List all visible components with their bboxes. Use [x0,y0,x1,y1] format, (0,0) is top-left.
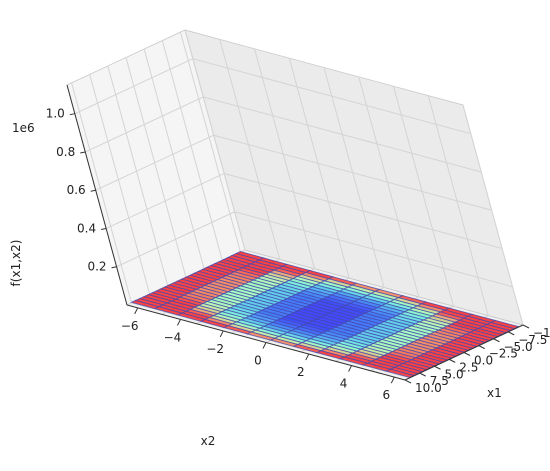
x2-tick-label: 2 [297,365,305,379]
gridline-x1 [219,39,281,260]
gridline-x1 [427,95,489,316]
x1-tick-label: −5.0 [504,340,533,354]
x2-tick [262,342,267,349]
z-tick-label: 1.0 [46,107,65,121]
x2-tick [219,330,224,338]
z-tick [80,151,86,154]
gridline-x1 [184,29,246,251]
gridline-x2 [143,48,205,270]
gridline-x2 [179,31,241,253]
z-tick-label: 0.6 [67,183,86,197]
z-axis-line [66,84,128,306]
surface-patch [384,368,415,378]
x1-tick [404,379,412,384]
x1-tick [419,372,426,377]
gridline-x1 [288,57,350,279]
x2-tick [305,353,310,361]
x2-tick [177,319,181,326]
x2-tick [348,365,352,372]
x1-tick [478,345,485,350]
z-tick-label: 0.4 [77,221,96,235]
x1-tick [522,324,530,329]
x2-tick [134,307,139,315]
x1-axis-label: x1 [487,386,502,400]
x2-tick-label: −6 [121,319,139,333]
x1-tick-label: 10.0 [415,381,442,395]
x1-tick [434,365,441,370]
x2-axis-label: x2 [201,434,216,448]
gridline-x2 [161,40,223,261]
x1-tick [508,331,515,336]
z-tick-label: 0.2 [87,260,106,274]
z-tick [90,189,96,192]
x1-tick-label: −2.5 [489,347,518,361]
x1-tick-label: 7.5 [430,374,449,388]
gridline-x2 [89,74,151,295]
z-tick-label: 0.8 [56,145,75,159]
gridline-x1 [462,104,524,326]
axes-ticks: 0.2 0.4 0.6 0.8 1.0 −6 −4 −2 0 2 4 6 −10.0−7.5−5.0−2… [46,107,550,402]
x1-tick-label: 0.0 [474,354,493,368]
x2-tick [390,376,395,384]
x1-tick [493,338,500,343]
x2-tick-label: 4 [340,377,348,391]
gridline-x1 [393,86,454,307]
x2-tick-label: 6 [382,388,390,402]
gridline-x2 [125,57,187,278]
gridline-x1 [254,48,315,269]
z-offset-label: 1e6 [12,121,35,135]
z-axis-label: f(x1,x2) [9,240,23,287]
x2-tick-label: 0 [254,354,262,368]
x2-tick-label: −4 [164,330,182,344]
x1-tick-label: 5.0 [445,367,464,381]
surface-mesh [130,251,520,378]
x1-tick [463,352,471,356]
x2-tick-label: −2 [206,342,224,356]
x1-tick-label: 2.5 [459,360,478,374]
gridline-x1 [323,67,385,288]
x1-tick-label: −7.5 [518,333,547,347]
z-tick [111,266,117,269]
x1-tick [449,358,456,363]
gridline-x2 [107,65,169,287]
z-tick [69,113,75,116]
gridline-x2 [71,82,133,304]
z-tick [101,227,107,230]
x1-tick-label: −10.0 [533,326,550,340]
gridline-x1 [358,76,420,298]
